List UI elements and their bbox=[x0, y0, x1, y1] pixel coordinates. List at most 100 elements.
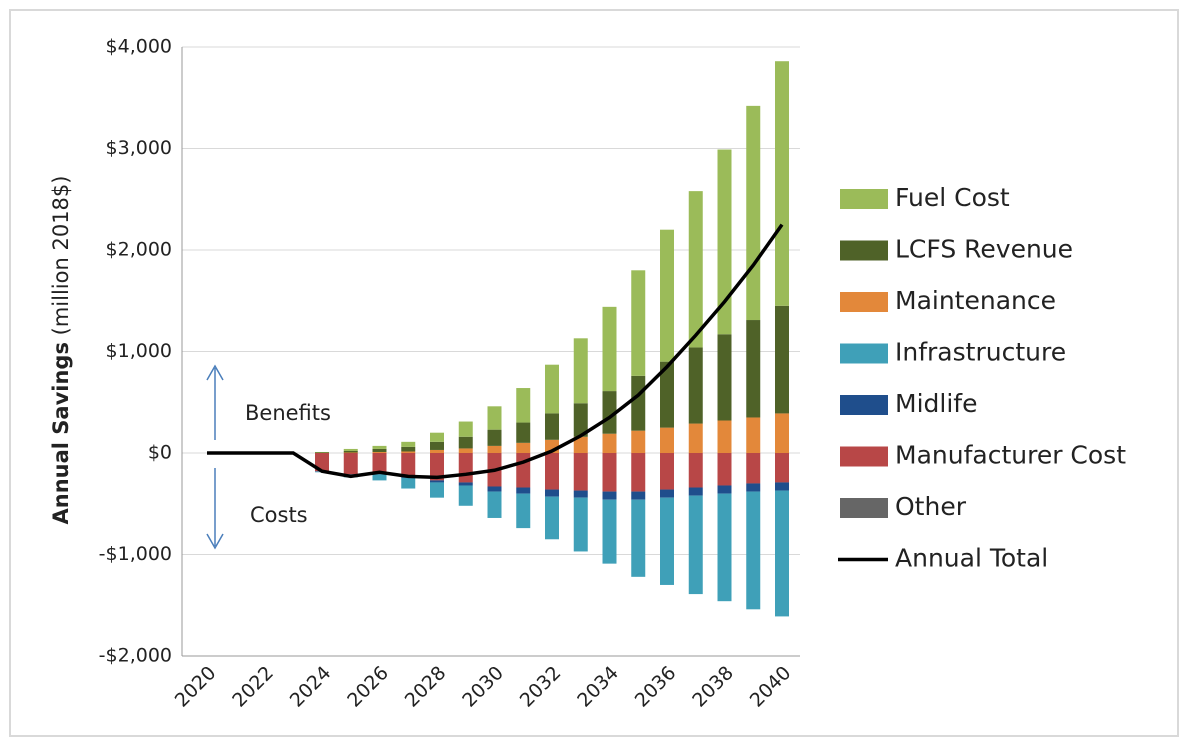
x-tick-label: 2026 bbox=[343, 662, 393, 712]
bar-segment bbox=[458, 453, 473, 483]
bar-segment bbox=[717, 485, 732, 494]
bar-segment bbox=[746, 483, 761, 492]
bar-segment bbox=[688, 191, 703, 348]
bar-segment bbox=[372, 474, 387, 481]
legend-swatch bbox=[840, 240, 888, 261]
bar-segment bbox=[372, 448, 387, 452]
bar-segment bbox=[717, 149, 732, 335]
annotation-arrows bbox=[206, 364, 224, 550]
bar-segment bbox=[343, 453, 358, 475]
bar-segment bbox=[631, 453, 646, 492]
legend-swatch bbox=[840, 395, 888, 415]
bar-segment bbox=[746, 320, 761, 418]
bar-segment bbox=[660, 497, 674, 585]
bar-segment bbox=[746, 105, 761, 321]
bar-segment bbox=[545, 364, 559, 414]
bar-segment bbox=[343, 452, 358, 453]
bar-segment bbox=[315, 451, 329, 453]
bar-segment bbox=[458, 482, 473, 486]
x-tick-label: 2022 bbox=[228, 662, 278, 712]
legend-swatch bbox=[840, 343, 888, 364]
y-tick-label: -$2,000 bbox=[99, 645, 172, 667]
bar-segment bbox=[487, 486, 502, 492]
bar-segment bbox=[775, 482, 789, 491]
bar-segment bbox=[631, 375, 646, 431]
bar-segment bbox=[660, 453, 674, 490]
bar-segment bbox=[688, 495, 703, 595]
y-title-unit: (million 2018$) bbox=[49, 176, 73, 336]
bar-segment bbox=[545, 489, 559, 497]
bar-segment bbox=[430, 441, 444, 450]
bar-segment bbox=[516, 453, 531, 488]
bar-segment bbox=[573, 453, 588, 491]
x-tick-label: 2032 bbox=[516, 662, 566, 712]
bar-segment bbox=[660, 229, 674, 362]
x-tick-label: 2028 bbox=[401, 662, 451, 712]
bar-segment bbox=[315, 453, 329, 472]
line bbox=[207, 223, 784, 480]
legend-swatch bbox=[840, 292, 888, 312]
legend-swatch bbox=[840, 446, 888, 467]
legend-swatch bbox=[840, 498, 888, 518]
y-title-main: Annual Savings bbox=[49, 342, 73, 524]
legend-label: Annual Total bbox=[895, 544, 1048, 573]
y-tick-label: $2,000 bbox=[106, 239, 172, 261]
bar-segment bbox=[631, 430, 646, 453]
legend-label: Maintenance bbox=[895, 286, 1056, 315]
legend-label: LCFS Revenue bbox=[895, 235, 1073, 264]
bar-segment bbox=[573, 436, 588, 453]
y-tick-label: $0 bbox=[148, 442, 172, 464]
bar-segment bbox=[430, 480, 444, 483]
bar-segment bbox=[688, 347, 703, 424]
bar-segment bbox=[401, 451, 416, 453]
bar-segment bbox=[660, 489, 674, 498]
bar-segment bbox=[545, 496, 559, 540]
bar-segment bbox=[688, 487, 703, 496]
bar-segment bbox=[516, 422, 531, 443]
y-tick-label: $3,000 bbox=[106, 137, 172, 159]
bar-segment bbox=[631, 491, 646, 500]
y-tick-label: $1,000 bbox=[106, 340, 172, 362]
bar-segment bbox=[401, 477, 416, 489]
bar-segment bbox=[660, 361, 674, 428]
legend-label: Manufacturer Cost bbox=[895, 441, 1126, 470]
bar-segment bbox=[775, 305, 789, 414]
bar-segment bbox=[458, 485, 473, 506]
bar-segment bbox=[775, 413, 789, 453]
legend-label: Midlife bbox=[895, 389, 977, 418]
bar-segment bbox=[458, 448, 473, 453]
annotation: Benefits bbox=[245, 401, 331, 425]
legend-swatch bbox=[840, 189, 888, 209]
bar-segment bbox=[602, 306, 617, 392]
bar-segment bbox=[430, 432, 444, 442]
bar-segment bbox=[343, 448, 358, 451]
bar-segment bbox=[602, 433, 617, 453]
x-tick-label: 2040 bbox=[746, 662, 796, 712]
bar-segment bbox=[487, 429, 502, 446]
bar-segment bbox=[516, 442, 531, 453]
bar-segment bbox=[660, 427, 674, 453]
legend-label: Fuel Cost bbox=[895, 183, 1010, 212]
bar-segment bbox=[487, 491, 502, 518]
bar-segment bbox=[602, 391, 617, 434]
bar-segment bbox=[430, 453, 444, 481]
bar-segment bbox=[717, 334, 732, 421]
bar-segment bbox=[775, 453, 789, 483]
bar-segment bbox=[717, 453, 732, 486]
y-axis-title: Annual Savings (million 2018$) bbox=[49, 176, 73, 525]
bar-segment bbox=[717, 493, 732, 602]
bar-segment bbox=[458, 436, 473, 449]
bar-segment bbox=[487, 406, 502, 430]
bar-segment bbox=[746, 491, 761, 610]
bar-segment bbox=[573, 497, 588, 552]
bar-segment bbox=[372, 453, 387, 474]
bar-segment bbox=[516, 493, 531, 529]
bar-segment bbox=[545, 453, 559, 490]
bar-segment bbox=[372, 445, 387, 449]
bar-segment bbox=[458, 421, 473, 437]
x-tick-label: 2034 bbox=[573, 662, 623, 712]
legend-label: Other bbox=[895, 492, 967, 521]
y-tick-label: -$1,000 bbox=[99, 543, 172, 565]
x-tick-label: 2020 bbox=[171, 662, 221, 712]
y-tick-label: $4,000 bbox=[106, 36, 172, 58]
